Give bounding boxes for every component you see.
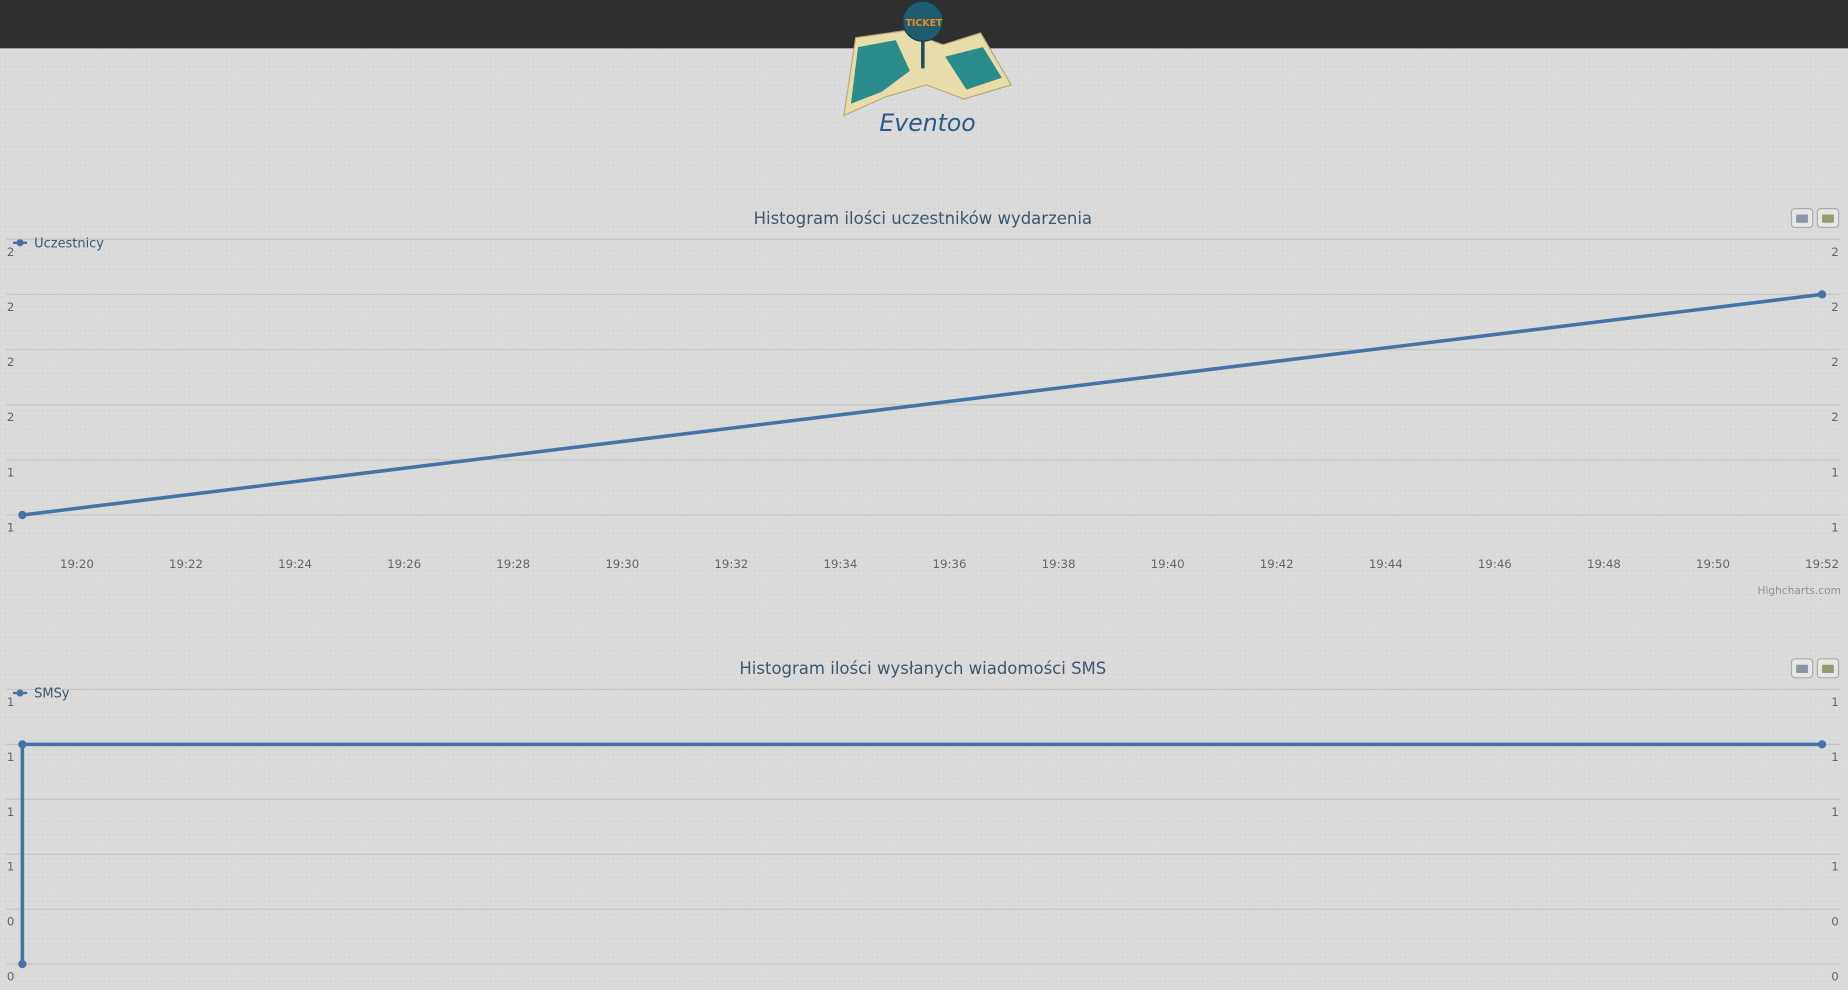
credits[interactable]: Highcharts.com <box>1758 585 1841 597</box>
y2-tick-label: 0 <box>1831 970 1839 984</box>
button-icon <box>1796 214 1808 223</box>
y-tick-label: 1 <box>7 695 14 709</box>
button-icon <box>1822 664 1834 673</box>
logo-badge: TICKET <box>906 18 944 29</box>
y2-tick-label: 1 <box>1831 465 1839 479</box>
button-icon <box>1822 214 1834 223</box>
y-tick-label: 1 <box>7 860 14 874</box>
button-icon <box>1796 664 1808 673</box>
y2-tick-label: 1 <box>1831 695 1839 709</box>
legend-marker <box>16 239 24 247</box>
y2-tick-label: 1 <box>1831 521 1839 535</box>
data-point <box>18 959 27 969</box>
y2-tick-label: 2 <box>1831 410 1839 424</box>
data-point <box>18 510 27 520</box>
logo-text: Eventoo <box>879 109 975 137</box>
y-tick-label: 0 <box>7 970 14 984</box>
y2-tick-label: 2 <box>1831 245 1839 259</box>
x-tick-label: 19:20 <box>60 557 94 571</box>
x-tick-label: 19:50 <box>1696 557 1730 571</box>
x-tick-label: 19:30 <box>605 557 639 571</box>
y-tick-label: 0 <box>7 915 14 929</box>
x-tick-label: 19:38 <box>1042 557 1076 571</box>
y2-tick-label: 2 <box>1831 300 1839 314</box>
chart-title: Histogram ilości uczestników wydarzenia <box>754 209 1092 228</box>
x-tick-label: 19:44 <box>1369 557 1403 571</box>
logo-land <box>850 40 910 104</box>
y-tick-label: 1 <box>7 465 14 479</box>
x-tick-label: 19:28 <box>496 557 530 571</box>
x-tick-label: 19:42 <box>1260 557 1294 571</box>
y-tick-label: 1 <box>7 805 14 819</box>
x-tick-label: 19:46 <box>1478 557 1512 571</box>
y-tick-label: 2 <box>7 355 14 369</box>
y-tick-label: 1 <box>7 750 14 764</box>
x-tick-label: 19:24 <box>278 557 312 571</box>
x-tick-label: 19:34 <box>823 557 857 571</box>
legend-marker <box>16 689 24 697</box>
data-point <box>1817 290 1827 299</box>
logo[interactable]: TICKET Eventoo <box>843 0 1013 137</box>
legend-item[interactable]: Uczestnicy <box>34 236 104 251</box>
y-tick-label: 1 <box>7 521 14 535</box>
x-tick-label: 19:40 <box>1151 557 1185 571</box>
x-tick-label: 19:52 <box>1805 557 1839 571</box>
x-tick-label: 19:22 <box>169 557 203 571</box>
y2-tick-label: 2 <box>1831 355 1839 369</box>
series-line <box>22 292 1823 517</box>
y-tick-label: 2 <box>7 410 14 424</box>
logo-land <box>945 47 1002 90</box>
y-tick-label: 2 <box>7 300 14 314</box>
x-tick-label: 19:48 <box>1587 557 1621 571</box>
logo-pin-head <box>902 0 944 42</box>
y2-tick-label: 0 <box>1831 915 1839 929</box>
y-tick-label: 2 <box>7 245 14 259</box>
data-point <box>1817 740 1827 749</box>
chart-title: Histogram ilości wysłanych wiadomości SM… <box>739 659 1106 678</box>
legend-item[interactable]: SMSy <box>34 687 70 702</box>
data-point <box>18 740 27 749</box>
y2-tick-label: 1 <box>1831 860 1839 874</box>
x-tick-label: 19:26 <box>387 557 421 571</box>
x-tick-label: 19:36 <box>933 557 967 571</box>
x-tick-label: 19:32 <box>714 557 748 571</box>
y2-tick-label: 1 <box>1831 805 1839 819</box>
y2-tick-label: 1 <box>1831 750 1839 764</box>
